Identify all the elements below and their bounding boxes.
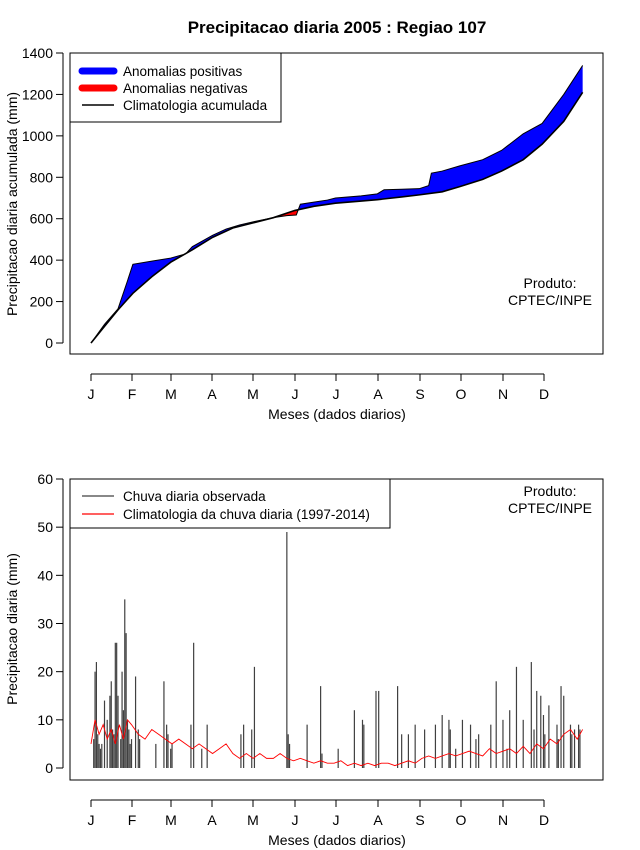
observed-accumulated-line [90,65,584,344]
y-tick-label: 40 [37,567,53,583]
y-tick-label: 30 [37,616,53,632]
y-tick-label: 800 [30,169,54,185]
xlabel-bottom: Meses (dados diarios) [268,832,406,848]
x-tick-label-month: N [498,812,508,828]
x-tick-label-month: J [88,386,95,402]
ylabel-top: Precipitacao diaria acumulada (mm) [4,92,20,316]
negative-anomaly-area [184,209,298,255]
climatology-accumulated-line [90,91,584,344]
produto-source-top: CPTEC/INPE [508,292,592,308]
y-tick-label: 1200 [22,86,53,102]
y-tick-label: 60 [37,471,53,487]
x-tick-label-month: D [539,812,549,828]
y-tick-label: 0 [45,760,53,776]
y-axis-bottom: 0 10 20 30 40 50 60 [37,471,64,776]
y-tick-label: 0 [45,335,53,351]
x-tick-label-month: F [128,386,137,402]
ylabel-bottom: Precipitacao diaria (mm) [4,553,20,705]
y-tick-label: 20 [37,664,53,680]
x-tick-label-month: S [415,386,424,402]
y-tick-label: 600 [30,211,54,227]
x-tick-label-month: M [247,386,259,402]
x-tick-label-month: J [88,812,95,828]
x-tick-label-month: S [415,812,424,828]
x-tick-label-month: O [456,386,467,402]
y-tick-label: 200 [30,294,54,310]
produto-label-top: Produto: [524,275,577,291]
legend-label-clim: Climatologia acumulada [123,98,268,113]
legend-bottom: Chuva diaria observada Climatologia da c… [69,478,391,529]
y-tick-label: 1000 [22,128,53,144]
x-tick-label-month: A [373,386,383,402]
xlabel-top: Meses (dados diarios) [268,406,406,422]
produto-source-bottom: CPTEC/INPE [508,500,592,516]
x-tick-label-month: D [539,386,549,402]
x-tick-label-month: F [128,812,137,828]
legend-label-clim-daily: Climatologia da chuva diaria (1997-2014) [123,507,370,522]
x-tick-label-month: M [247,812,259,828]
y-axis-top: 0 200 400 600 800 1000 1200 1400 [22,45,64,351]
x-tick-label-month: A [207,812,217,828]
y-tick-label: 1400 [22,45,53,61]
x-tick-label-month: M [165,386,177,402]
legend-top: Anomalias positivas Anomalias negativas … [69,52,282,123]
chart-title: Precipitacao diaria 2005 : Regiao 107 [188,18,487,37]
x-tick-label-month: A [373,812,383,828]
x-tick-label-month: M [165,812,177,828]
x-tick-label-month: O [456,812,467,828]
legend-box-bottom [69,478,391,529]
x-tick-label-month: N [498,386,508,402]
x-tick-label-month: J [333,386,340,402]
y-tick-label: 10 [37,712,53,728]
x-tick-label-month: J [292,812,299,828]
climatology-daily-line [90,718,584,767]
accumulated-panel: 0 200 400 600 800 1000 1200 1400 J F M A M J J A S O N D P… [4,45,604,422]
y-tick-label: 50 [37,519,53,535]
x-tick-label-month: J [333,812,340,828]
daily-panel: 0 10 20 30 40 50 60 J F M A M J J A S O N D Precipitacao … [4,471,604,848]
legend-label-negative: Anomalias negativas [123,81,248,96]
produto-label-bottom: Produto: [524,483,577,499]
legend-label-positive: Anomalias positivas [123,64,243,79]
x-tick-label-month: A [207,386,217,402]
y-tick-label: 400 [30,252,54,268]
plot-frame-top [69,52,604,355]
legend-label-obs: Chuva diaria observada [123,489,266,504]
x-tick-label-month: J [292,386,299,402]
observed-daily-bars [93,531,581,768]
